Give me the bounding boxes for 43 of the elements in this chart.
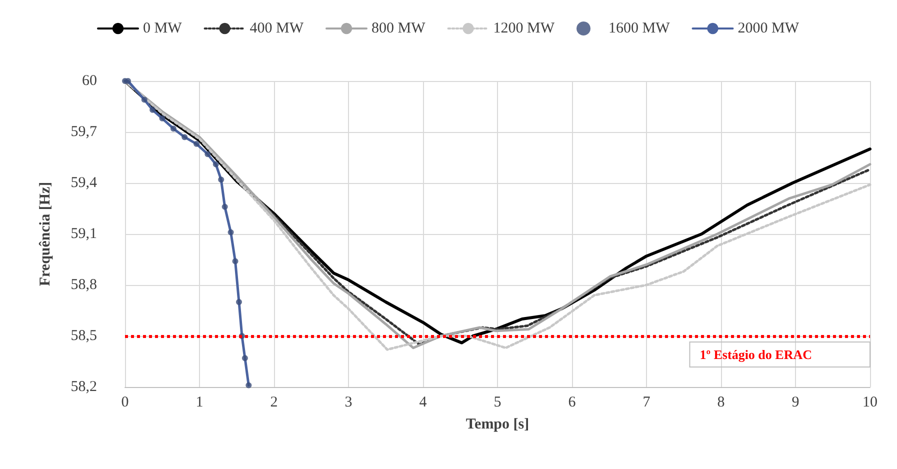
- x-tick-label: 8: [717, 394, 725, 410]
- y-tick-label: 59,4: [70, 175, 98, 191]
- x-tick-label: 0: [121, 394, 129, 410]
- point: [218, 176, 224, 183]
- x-tick-label: 1: [196, 394, 204, 410]
- point: [194, 140, 200, 147]
- point: [170, 126, 176, 132]
- point: [150, 106, 156, 113]
- point: [182, 134, 188, 140]
- legend-label: 1200 MW: [493, 20, 556, 36]
- x-tick-label: 2: [270, 394, 278, 410]
- point: [242, 355, 248, 362]
- y-tick-label: 59,7: [70, 124, 98, 140]
- y-tick-label: 58,5: [70, 328, 97, 344]
- x-axis-title: Tempo [s]: [466, 416, 530, 432]
- point: [232, 258, 238, 264]
- x-tick-label: 5: [494, 394, 502, 410]
- point: [228, 229, 234, 236]
- legend-label: 0 MW: [143, 20, 183, 36]
- legend-label: 1600 MW: [608, 20, 671, 36]
- point: [212, 161, 219, 168]
- point: [236, 299, 242, 305]
- legend-label: 2000 MW: [738, 20, 800, 36]
- point: [204, 151, 211, 158]
- y-tick-label: 58,8: [70, 277, 97, 293]
- x-tick-label: 4: [419, 394, 428, 410]
- x-tick-label: 10: [862, 394, 878, 410]
- x-tick-label: 3: [344, 394, 352, 410]
- point: [246, 382, 252, 388]
- x-tick-label: 9: [792, 394, 800, 410]
- y-tick-label: 60: [82, 73, 97, 89]
- legend-label: 400 MW: [250, 20, 304, 36]
- y-tick-label: 58,2: [70, 379, 97, 395]
- legend-label: 800 MW: [372, 20, 426, 36]
- y-tick-label: 59,1: [70, 226, 97, 242]
- point: [159, 115, 166, 122]
- point: [141, 96, 148, 103]
- y-axis-title: Frequência [Hz]: [38, 182, 54, 286]
- point: [124, 78, 131, 84]
- x-tick-label: 7: [642, 394, 651, 410]
- ref-line-label: 1º Estágio do ERAC: [700, 347, 812, 362]
- x-tick-label: 6: [568, 394, 576, 410]
- point: [222, 204, 228, 210]
